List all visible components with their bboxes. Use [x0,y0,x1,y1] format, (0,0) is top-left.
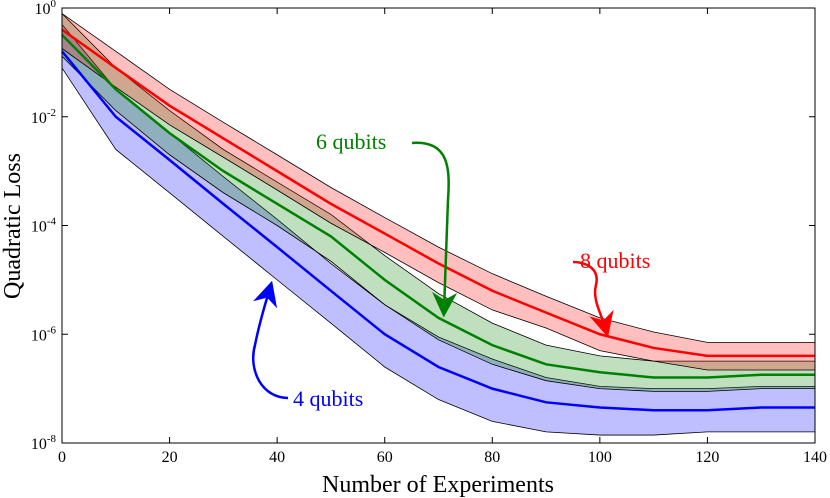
x-tick-label: 100 [588,449,612,466]
y-tick-label: 10-2 [31,107,56,127]
y-axis-title: Quadratic Loss [0,153,26,299]
annotation-arrow [572,260,614,338]
plot-area [61,12,816,436]
series-annotation: 4 qubits [293,386,363,411]
y-tick-label: 10-4 [31,216,57,236]
annotation-arrow [251,280,289,400]
y-tick-label: 10-6 [31,324,57,344]
confidence-band [61,12,816,392]
annotation-arrow [411,141,458,318]
y-tick-label: 10-8 [31,433,57,453]
x-tick-label: 0 [58,449,66,466]
x-tick-label: 140 [803,449,827,466]
series-annotation: 8 qubits [580,248,650,273]
x-tick-label: 120 [695,449,719,466]
series-line [61,50,815,412]
x-axis-title: Number of Experiments [322,472,554,498]
x-tick-label: 60 [377,449,393,466]
y-tick-label: 100 [35,0,57,18]
x-tick-label: 80 [484,449,500,466]
series-line [61,28,815,358]
x-tick-label: 20 [162,449,178,466]
series-line [61,34,815,379]
series-annotation: 6 qubits [316,129,386,154]
x-tick-label: 40 [269,449,285,466]
